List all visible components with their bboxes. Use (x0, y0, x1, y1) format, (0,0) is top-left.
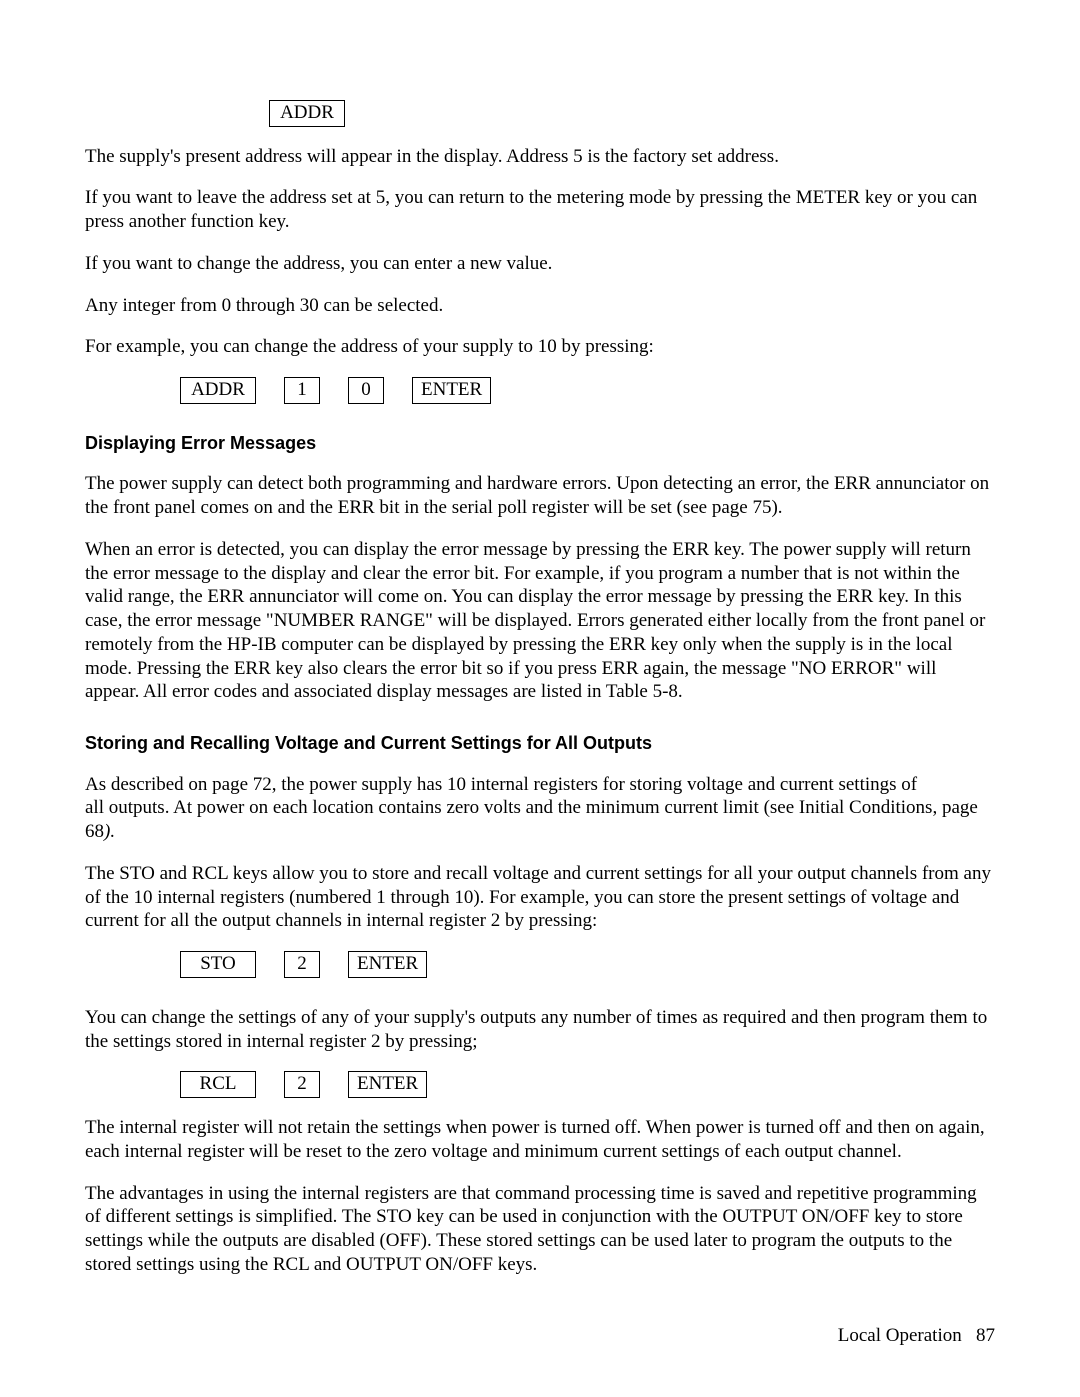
footer-page-number: 87 (976, 1325, 995, 1346)
paragraph: The internal register will not retain th… (85, 1116, 995, 1164)
paragraph: The advantages in using the internal reg… (85, 1182, 995, 1277)
key-2: 2 (284, 951, 320, 978)
key-sequence-addr-only: ADDR (269, 100, 995, 127)
key-rcl: RCL (180, 1071, 256, 1098)
key-0: 0 (348, 377, 384, 404)
paragraph: If you want to change the address, you c… (85, 252, 995, 276)
key-addr: ADDR (180, 377, 256, 404)
paragraph: When an error is detected, you can displ… (85, 538, 995, 704)
key-sequence-sto-2-enter: STO 2 ENTER (180, 951, 995, 978)
paragraph: Any integer from 0 through 30 can be sel… (85, 294, 995, 318)
key-2: 2 (284, 1071, 320, 1098)
key-sequence-addr-10-enter: ADDR 1 0 ENTER (180, 377, 995, 404)
key-1: 1 (284, 377, 320, 404)
key-enter: ENTER (348, 1071, 427, 1098)
paragraph: As described on page 72, the power suppl… (85, 773, 995, 844)
page-footer: Local Operation 87 (838, 1325, 995, 1347)
document-page: ADDR The supply's present address will a… (0, 0, 1080, 1355)
paragraph: The STO and RCL keys allow you to store … (85, 862, 995, 933)
text-line: As described on page 72, the power suppl… (85, 774, 917, 795)
key-addr: ADDR (269, 100, 345, 127)
heading-storing-recalling: Storing and Recalling Voltage and Curren… (85, 732, 995, 755)
key-enter: ENTER (348, 951, 427, 978)
key-sto: STO (180, 951, 256, 978)
key-sequence-rcl-2-enter: RCL 2 ENTER (180, 1071, 995, 1098)
paragraph: For example, you can change the address … (85, 335, 995, 359)
text-italic: ). (104, 821, 115, 842)
heading-error-messages: Displaying Error Messages (85, 432, 995, 455)
paragraph: The power supply can detect both program… (85, 472, 995, 520)
key-enter: ENTER (412, 377, 491, 404)
text-line: all outputs. At power on each location c… (85, 797, 978, 842)
paragraph: If you want to leave the address set at … (85, 186, 995, 234)
paragraph: The supply's present address will appear… (85, 145, 995, 169)
footer-section: Local Operation (838, 1325, 962, 1346)
paragraph: You can change the settings of any of yo… (85, 1006, 995, 1054)
